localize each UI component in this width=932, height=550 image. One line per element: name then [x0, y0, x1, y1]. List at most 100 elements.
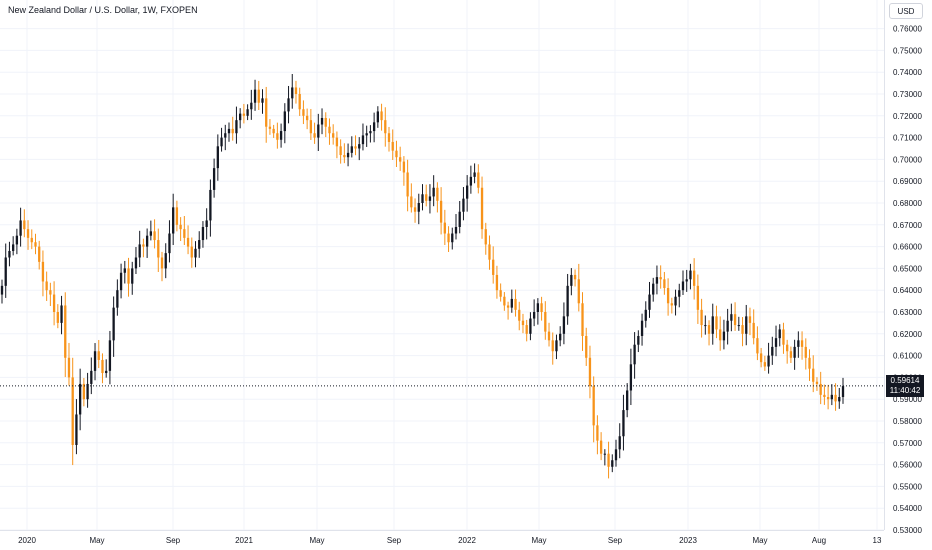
candle[interactable]	[711, 303, 714, 345]
candle[interactable]	[480, 176, 484, 239]
candle[interactable]	[555, 334, 558, 360]
candle[interactable]	[324, 112, 327, 138]
candle[interactable]	[737, 316, 740, 331]
candle[interactable]	[559, 326, 562, 347]
candle[interactable]	[577, 263, 580, 312]
candle[interactable]	[220, 127, 223, 152]
candle[interactable]	[0, 279, 4, 304]
candle[interactable]	[250, 89, 253, 120]
candle[interactable]	[841, 377, 845, 404]
candle[interactable]	[291, 74, 294, 109]
candle[interactable]	[592, 376, 595, 443]
candle[interactable]	[756, 326, 759, 361]
candle[interactable]	[320, 108, 324, 135]
candle[interactable]	[506, 301, 510, 320]
candle[interactable]	[49, 282, 52, 307]
candle[interactable]	[510, 289, 513, 313]
candle[interactable]	[547, 322, 551, 347]
candle[interactable]	[372, 112, 376, 143]
candle[interactable]	[834, 383, 837, 411]
candle[interactable]	[235, 106, 238, 144]
candle[interactable]	[172, 193, 175, 245]
candle[interactable]	[302, 100, 305, 125]
candle[interactable]	[670, 297, 673, 314]
candle[interactable]	[93, 343, 97, 381]
candle[interactable]	[198, 231, 201, 258]
candle[interactable]	[186, 225, 190, 255]
candle[interactable]	[335, 131, 339, 159]
candle[interactable]	[473, 163, 476, 184]
candle[interactable]	[119, 263, 123, 299]
candle[interactable]	[793, 339, 796, 370]
candle[interactable]	[830, 384, 833, 406]
candle[interactable]	[637, 330, 640, 353]
candle[interactable]	[194, 241, 197, 268]
candle[interactable]	[78, 368, 82, 431]
candle[interactable]	[581, 292, 584, 351]
candle[interactable]	[659, 265, 662, 289]
candle[interactable]	[168, 220, 171, 263]
candle[interactable]	[309, 108, 313, 140]
candle[interactable]	[443, 209, 446, 246]
candle[interactable]	[733, 302, 737, 331]
candle[interactable]	[808, 349, 811, 381]
candle[interactable]	[34, 233, 37, 255]
candle[interactable]	[428, 184, 432, 214]
candle[interactable]	[458, 200, 461, 234]
candle[interactable]	[12, 236, 15, 256]
candle[interactable]	[142, 238, 145, 258]
candle[interactable]	[674, 289, 677, 316]
candle[interactable]	[763, 355, 767, 371]
candle[interactable]	[354, 135, 357, 156]
candle[interactable]	[380, 103, 383, 131]
candle[interactable]	[652, 277, 655, 302]
candle[interactable]	[268, 119, 272, 135]
candle[interactable]	[700, 298, 703, 338]
candle[interactable]	[123, 260, 126, 284]
candle[interactable]	[298, 87, 301, 116]
candle[interactable]	[145, 228, 149, 258]
candle[interactable]	[209, 179, 212, 237]
candle[interactable]	[551, 332, 554, 365]
candle[interactable]	[417, 193, 420, 225]
candle[interactable]	[439, 187, 443, 235]
candle[interactable]	[153, 219, 156, 249]
candle[interactable]	[60, 295, 63, 335]
candle[interactable]	[447, 226, 450, 252]
candle[interactable]	[525, 319, 528, 342]
candle[interactable]	[484, 222, 487, 255]
candle[interactable]	[800, 331, 804, 360]
candle[interactable]	[317, 113, 320, 151]
candle[interactable]	[532, 299, 536, 327]
candle[interactable]	[663, 271, 666, 295]
candle[interactable]	[239, 108, 242, 129]
candle[interactable]	[231, 116, 234, 141]
candle[interactable]	[585, 327, 588, 366]
candle[interactable]	[294, 80, 298, 104]
candle[interactable]	[588, 345, 592, 399]
candles[interactable]	[0, 74, 845, 479]
candle[interactable]	[730, 303, 733, 332]
candle[interactable]	[767, 342, 770, 374]
candle[interactable]	[313, 122, 316, 144]
candle[interactable]	[15, 228, 19, 255]
candle[interactable]	[384, 107, 387, 147]
candle[interactable]	[4, 243, 7, 298]
currency-button[interactable]: USD	[889, 3, 923, 19]
candle[interactable]	[175, 200, 179, 232]
candle[interactable]	[402, 156, 406, 186]
candle[interactable]	[640, 313, 644, 346]
candle[interactable]	[752, 309, 755, 345]
candle[interactable]	[540, 296, 543, 321]
candle[interactable]	[599, 432, 603, 461]
candle[interactable]	[332, 124, 335, 145]
candle[interactable]	[823, 384, 826, 405]
candle[interactable]	[361, 123, 365, 151]
candle[interactable]	[127, 257, 130, 297]
candle[interactable]	[212, 158, 216, 198]
candle[interactable]	[160, 251, 164, 282]
candle[interactable]	[518, 301, 521, 331]
candle[interactable]	[503, 292, 506, 311]
candle[interactable]	[819, 371, 822, 405]
candle[interactable]	[101, 353, 104, 384]
